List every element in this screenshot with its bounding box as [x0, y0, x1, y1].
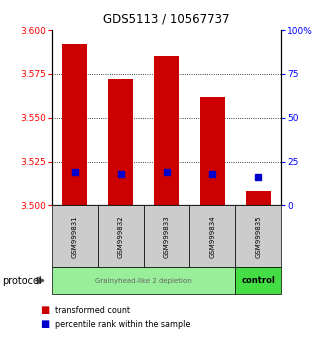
Bar — [154, 56, 179, 205]
Text: GSM999834: GSM999834 — [209, 215, 215, 258]
Text: GSM999833: GSM999833 — [164, 215, 169, 258]
Text: percentile rank within the sample: percentile rank within the sample — [55, 320, 190, 329]
Text: ■: ■ — [40, 319, 49, 329]
Bar — [62, 44, 87, 205]
Text: GSM999831: GSM999831 — [72, 215, 78, 258]
Text: transformed count: transformed count — [55, 306, 130, 315]
Text: Grainyhead-like 2 depletion: Grainyhead-like 2 depletion — [95, 278, 192, 284]
Bar — [200, 97, 225, 205]
Bar — [108, 79, 133, 205]
Bar — [246, 191, 271, 205]
Text: ■: ■ — [40, 305, 49, 315]
Text: GDS5113 / 10567737: GDS5113 / 10567737 — [103, 12, 230, 25]
Text: GSM999832: GSM999832 — [118, 215, 124, 258]
Text: control: control — [241, 276, 275, 285]
Text: protocol: protocol — [2, 275, 41, 286]
Text: GSM999835: GSM999835 — [255, 215, 261, 258]
